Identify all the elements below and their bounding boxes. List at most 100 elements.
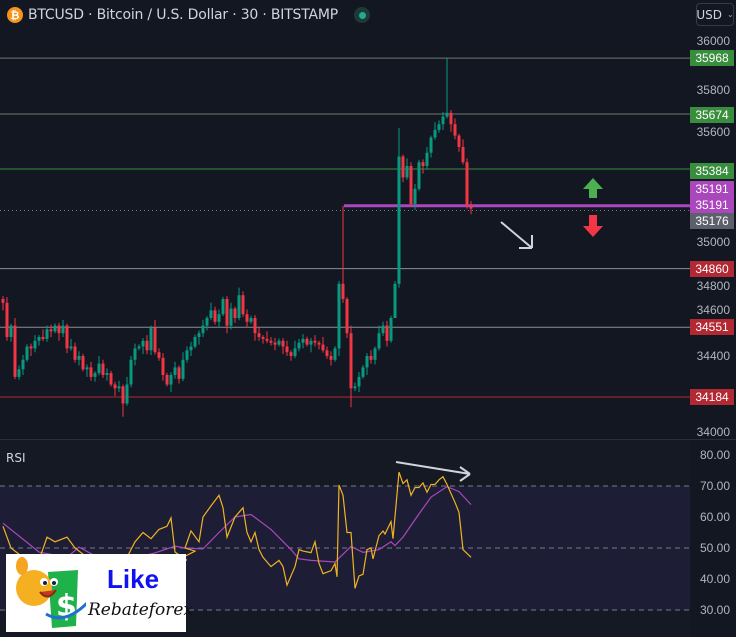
candle [409, 166, 413, 204]
candle [217, 314, 221, 322]
candle [425, 152, 429, 166]
rsi-tick: 30.00 [699, 603, 730, 617]
candle [397, 156, 401, 284]
logo-like: Like [107, 564, 160, 594]
candle [441, 116, 445, 125]
candle [57, 325, 61, 334]
candle [285, 346, 289, 353]
candle [273, 342, 277, 345]
candle [97, 363, 101, 374]
candle [1, 299, 5, 303]
price-label-35384: 35384 [690, 163, 734, 179]
candle [353, 386, 357, 389]
candle [173, 367, 177, 375]
candle [213, 310, 217, 322]
candle [309, 340, 313, 345]
candle [169, 375, 173, 385]
candle [145, 340, 149, 351]
price-tick: 36000 [696, 34, 730, 48]
candle [301, 338, 305, 343]
arrow-down-right-icon [500, 221, 533, 249]
candle [357, 376, 361, 387]
candle [457, 135, 461, 147]
candle [133, 348, 137, 360]
candle [453, 124, 457, 136]
price-label-35191: 35191 [690, 197, 734, 213]
rsi-tick: 50.00 [699, 541, 730, 555]
candle [109, 373, 113, 385]
candle [449, 112, 453, 125]
candle [17, 369, 21, 377]
candle [37, 337, 41, 341]
candle [341, 283, 345, 299]
candle [25, 346, 29, 360]
rebateforex-logo: $ Like Rebateforex [6, 554, 193, 632]
candle [141, 340, 145, 347]
price-tick: 35000 [696, 235, 730, 249]
candle [249, 318, 253, 322]
candle [361, 367, 365, 377]
candle [433, 129, 437, 138]
candle [117, 386, 121, 389]
candle [157, 352, 161, 358]
candle [305, 338, 309, 345]
candle [221, 299, 225, 315]
candle [469, 205, 473, 209]
candle [193, 337, 197, 347]
symbol-title[interactable]: BTCUSD · Bitcoin / U.S. Dollar · 30 · BI… [28, 7, 338, 23]
candle [293, 348, 297, 356]
candle [245, 314, 249, 322]
candle [385, 325, 389, 341]
candle [65, 325, 69, 349]
candle [89, 367, 93, 377]
candle [9, 325, 13, 337]
price-label-35176: 35176 [690, 213, 734, 229]
candle [49, 329, 53, 332]
candle [85, 367, 89, 370]
candle [257, 333, 261, 337]
thumbs-up-emoji-icon: $ [16, 557, 86, 628]
candle [277, 340, 281, 345]
candle [237, 295, 241, 318]
candle [181, 359, 185, 379]
candle [77, 356, 81, 360]
candle [325, 350, 329, 356]
candle [5, 302, 9, 337]
candle [105, 373, 109, 375]
candle [413, 188, 417, 204]
chevron-down-icon: ⌄ [726, 10, 734, 19]
candle [369, 356, 373, 360]
candle [189, 346, 193, 351]
candle [345, 299, 349, 334]
chart-header: ₿ BTCUSD · Bitcoin / U.S. Dollar · 30 · … [0, 0, 736, 30]
candle [261, 337, 265, 339]
candle [161, 357, 165, 375]
candle [113, 384, 117, 389]
bitcoin-icon: ₿ [7, 7, 23, 23]
candle [401, 156, 405, 178]
candle [137, 346, 141, 349]
candle [125, 384, 129, 404]
candle [289, 352, 293, 356]
logo-brand: Rebateforex [88, 600, 194, 620]
red-down-arrow-icon [583, 215, 603, 237]
price-label-35674: 35674 [690, 107, 734, 123]
rsi-tick: 40.00 [699, 572, 730, 586]
candle [417, 162, 421, 189]
price-tick: 34000 [696, 425, 730, 439]
candle [73, 346, 77, 360]
price-label-34184: 34184 [690, 389, 734, 405]
candle [297, 342, 301, 349]
candle [393, 283, 397, 318]
candle [421, 162, 425, 166]
price-tick: 34400 [696, 349, 730, 363]
market-status-icon[interactable] [354, 7, 370, 23]
candle [149, 327, 153, 351]
price-tick: 34800 [696, 279, 730, 293]
candle [205, 318, 209, 326]
candle [13, 325, 17, 377]
candle [429, 137, 433, 153]
candle [41, 337, 45, 339]
currency-selector[interactable]: USD ⌄ [696, 3, 734, 26]
